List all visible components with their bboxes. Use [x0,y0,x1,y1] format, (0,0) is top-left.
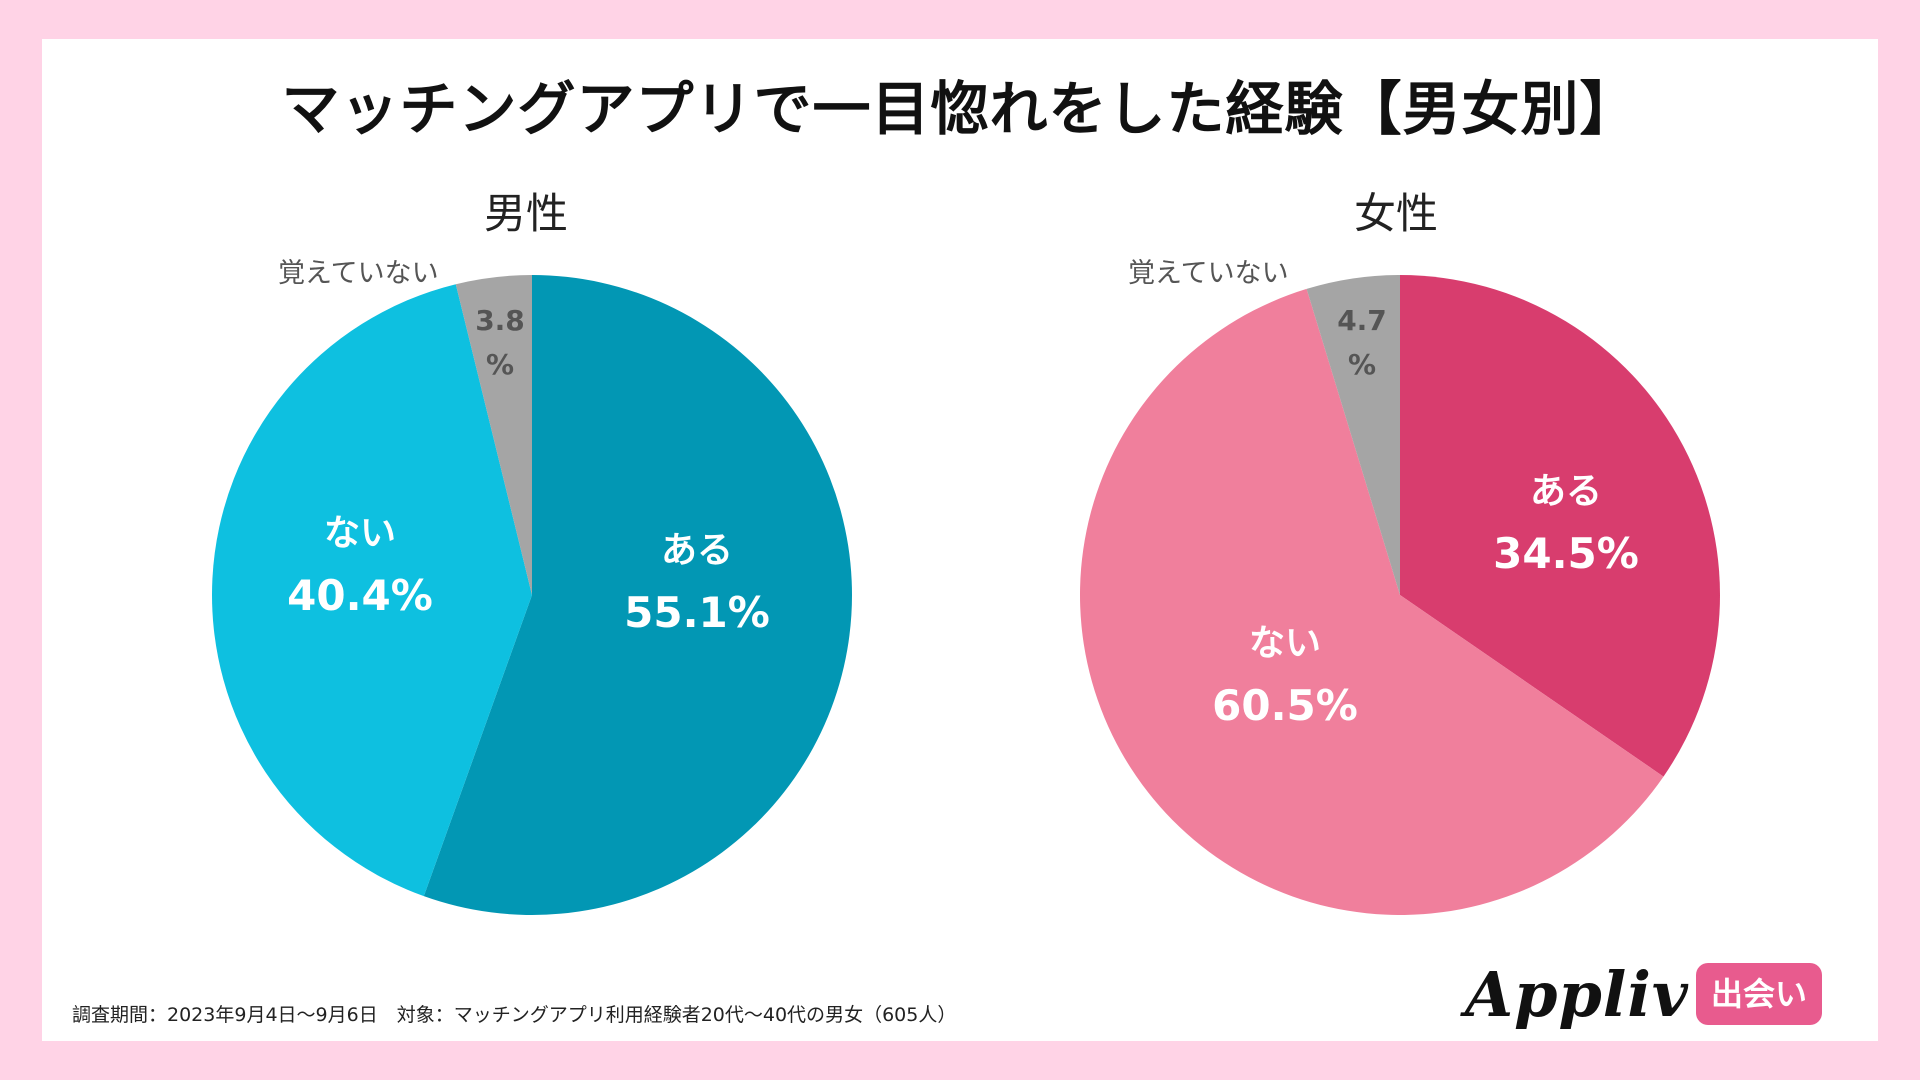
appliv-logo: Appliv 出会い [1465,958,1865,1038]
pie-slice-male-2 [455,275,532,595]
slice-label-male-0: ある [661,530,733,571]
pie-slice-female-0 [1400,275,1721,777]
logo-wordmark: Appliv [1465,958,1689,1031]
slice-value-male-0: 55.1% [624,588,770,637]
pie-slice-male-0 [423,275,852,915]
chart-title-male: 男性 [483,189,568,238]
pie-slice-female-1 [1080,288,1664,915]
slice-value-female-0: 34.5% [1493,529,1639,578]
slice-value-female-1: 60.5% [1212,681,1358,730]
slice-label-male-2: 覚えていない [278,258,439,289]
survey-footnote: 調査期間：2023年9月4日〜9月6日 対象：マッチングアプリ利用経験者20代〜… [72,1004,957,1026]
slice-label-male-1: ない [324,513,396,554]
page-title: マッチングアプリで一目惚れをした経験【男女別】 [281,75,1639,143]
logo-badge: 出会い [1696,963,1822,1025]
slice-label-female-1: ない [1249,623,1321,664]
slice-label-female-0: ある [1530,471,1602,512]
slice-value-female-2: 4.7% [1337,304,1387,381]
pie-slice-male-1 [211,284,532,897]
slice-value-male-2: 3.8% [475,304,525,381]
pie-slice-female-2 [1306,275,1400,595]
slice-label-female-2: 覚えていない [1128,258,1289,289]
chart-title-female: 女性 [1353,189,1438,238]
slice-value-male-1: 40.4% [287,571,433,620]
